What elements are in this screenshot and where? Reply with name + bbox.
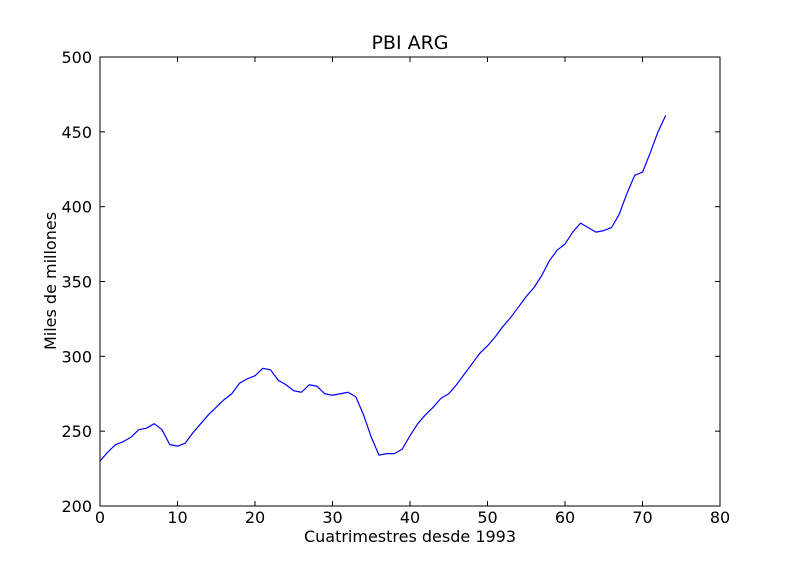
x-tick-label: 40: [400, 508, 420, 527]
x-tick-label: 50: [477, 508, 497, 527]
y-axis-label: Miles de millones: [41, 212, 60, 350]
x-tick-label: 80: [710, 508, 730, 527]
y-tick-label: 250: [61, 422, 92, 441]
y-tick-label: 450: [61, 123, 92, 142]
series-line: [99, 115, 667, 462]
x-tick-label: 70: [632, 508, 652, 527]
x-tick-label: 20: [245, 508, 265, 527]
y-axis: 200 250 300 350 400 450 500: [61, 48, 720, 516]
x-tick-label: 60: [555, 508, 575, 527]
y-tick-label: 400: [61, 198, 92, 217]
y-tick-label: 200: [61, 497, 92, 516]
y-tick-label: 350: [61, 273, 92, 292]
x-axis: 0 10 20 30 40 50 60 70 80: [95, 57, 730, 527]
x-tick-label: 30: [322, 508, 342, 527]
y-tick-label: 300: [61, 347, 92, 366]
chart-title: PBI ARG: [371, 32, 448, 54]
x-axis-label: Cuatrimestres desde 1993: [304, 527, 516, 546]
x-tick-label: 10: [167, 508, 187, 527]
y-tick-label: 500: [61, 48, 92, 67]
x-tick-label: 0: [95, 508, 105, 527]
